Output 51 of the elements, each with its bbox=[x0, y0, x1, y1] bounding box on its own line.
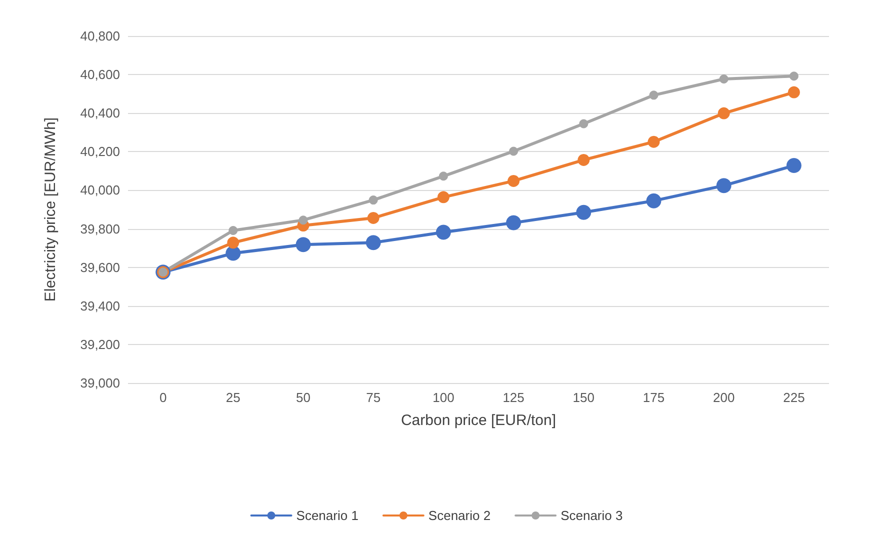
y-axis-title: Electricity price [EUR/MWh] bbox=[42, 117, 59, 302]
x-tick-label: 150 bbox=[572, 390, 594, 405]
point bbox=[436, 224, 451, 240]
x-tick-label: 75 bbox=[366, 390, 381, 405]
x-tick-label: 200 bbox=[713, 390, 735, 405]
point bbox=[367, 212, 380, 224]
legend-label: Scenario 3 bbox=[560, 508, 623, 523]
point bbox=[227, 236, 240, 249]
y-tick-label: 40,800 bbox=[80, 28, 120, 44]
point bbox=[368, 196, 378, 205]
point bbox=[438, 172, 448, 181]
x-tick-label: 225 bbox=[783, 390, 805, 405]
y-tick-label: 39,000 bbox=[80, 376, 120, 390]
y-tick-label: 39,800 bbox=[80, 221, 120, 236]
point bbox=[789, 72, 798, 81]
point bbox=[576, 204, 592, 220]
point bbox=[716, 178, 732, 194]
point bbox=[579, 119, 588, 128]
x-tick-label: 0 bbox=[159, 390, 167, 405]
point bbox=[228, 226, 238, 236]
point bbox=[649, 90, 658, 100]
point bbox=[718, 107, 730, 120]
point bbox=[508, 174, 520, 187]
point bbox=[296, 237, 311, 252]
point bbox=[578, 154, 590, 166]
x-tick-label: 125 bbox=[502, 390, 524, 405]
point bbox=[226, 246, 241, 261]
x-tick-label: 175 bbox=[642, 390, 665, 405]
point bbox=[786, 158, 802, 174]
point bbox=[648, 136, 660, 148]
y-tick-label: 40,600 bbox=[80, 67, 120, 82]
point bbox=[298, 216, 308, 225]
y-tick-label: 40,400 bbox=[80, 106, 120, 121]
legend-label: Scenario 2 bbox=[428, 508, 491, 523]
point bbox=[646, 193, 662, 208]
y-tick-label: 39,200 bbox=[80, 336, 120, 352]
y-tick-label: 40,000 bbox=[80, 182, 120, 198]
y-tick-label: 39,600 bbox=[80, 260, 120, 275]
point bbox=[788, 86, 800, 98]
point bbox=[437, 191, 450, 204]
point bbox=[719, 74, 728, 84]
x-tick-label: 100 bbox=[432, 390, 454, 405]
point bbox=[509, 146, 518, 156]
x-tick-label: 25 bbox=[226, 390, 240, 405]
x-tick-label: 50 bbox=[296, 390, 310, 405]
legend-label: Scenario 1 bbox=[296, 508, 358, 523]
point bbox=[366, 235, 381, 250]
y-tick-label: 39,400 bbox=[80, 298, 120, 314]
y-tick-label: 40,200 bbox=[80, 144, 120, 160]
point bbox=[506, 215, 522, 230]
x-axis-title: Carbon price [EUR/ton] bbox=[400, 412, 556, 429]
